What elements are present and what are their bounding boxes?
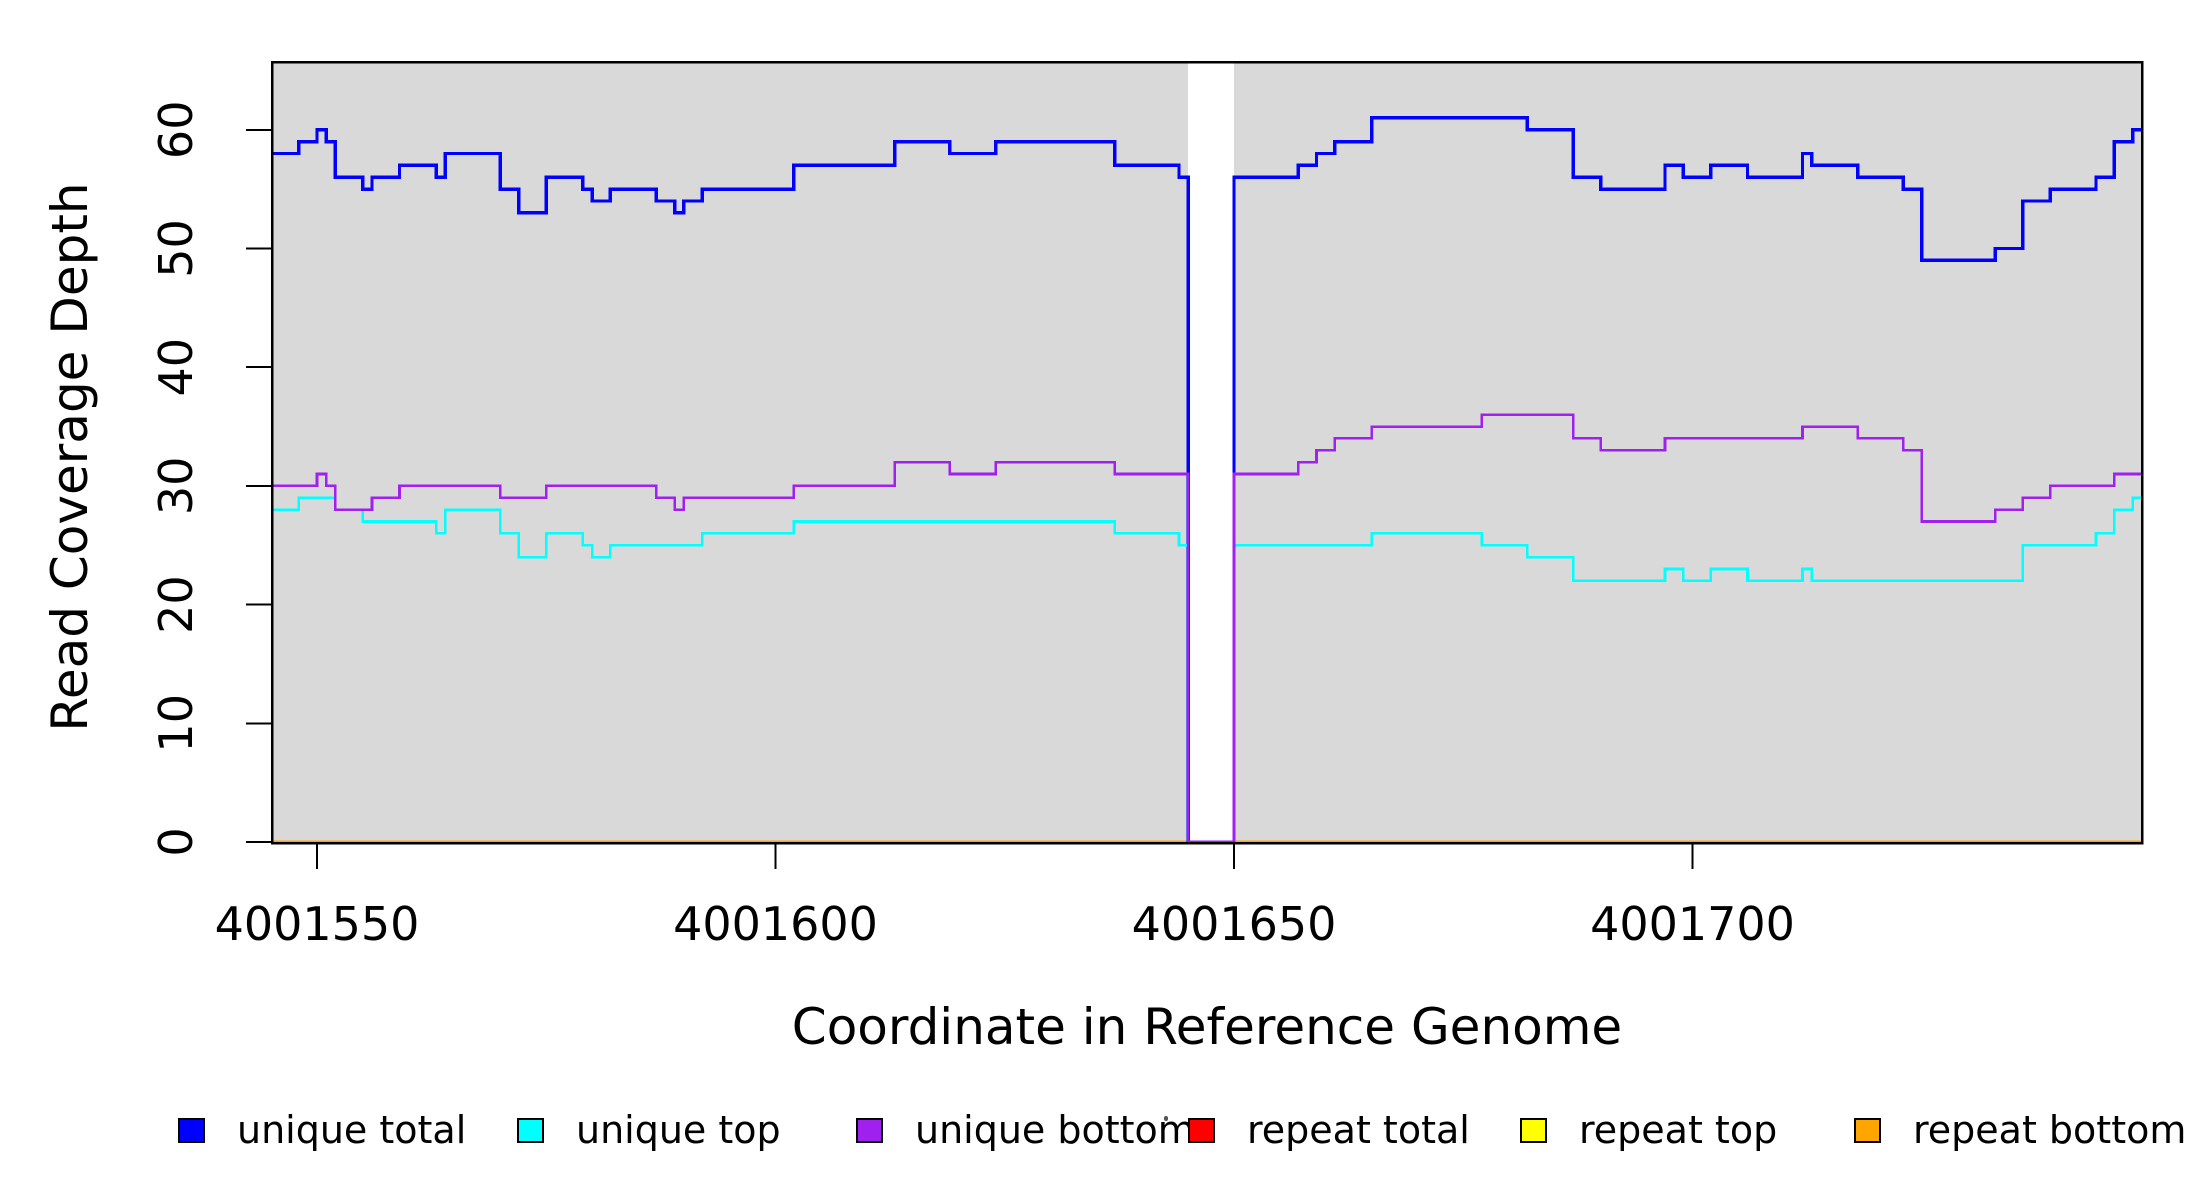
svg-text:20: 20 (149, 575, 203, 634)
legend-item-repeat-bottom: repeat bottom (1854, 1108, 2186, 1152)
svg-text:4001550: 4001550 (215, 897, 420, 951)
svg-text:50: 50 (149, 219, 203, 278)
legend-item-unique-top: unique top (517, 1108, 781, 1152)
legend-swatch-repeat-top-icon (1520, 1117, 1547, 1143)
legend-label-repeat-top: repeat top (1579, 1108, 1778, 1152)
legend-swatch-unique-bottom-icon (856, 1117, 883, 1143)
legend: unique total unique top unique bottom re… (0, 1108, 2200, 1158)
svg-text:0: 0 (149, 827, 203, 856)
svg-text:4001700: 4001700 (1590, 897, 1795, 951)
svg-text:40: 40 (149, 338, 203, 397)
legend-item-repeat-top: repeat top (1520, 1108, 1777, 1152)
legend-swatch-repeat-bottom-icon (1854, 1117, 1881, 1143)
x-axis-title: Coordinate in Reference Genome (791, 998, 1623, 1056)
svg-text:10: 10 (149, 694, 203, 753)
svg-text:4001600: 4001600 (673, 897, 878, 951)
svg-text:60: 60 (149, 101, 203, 160)
legend-label-unique-total: unique total (237, 1108, 467, 1152)
legend-item-repeat-total: repeat total (1188, 1108, 1470, 1152)
svg-text:30: 30 (149, 457, 203, 516)
legend-item-unique-total: unique total (178, 1108, 466, 1152)
legend-label-unique-bottom: unique bottom (915, 1108, 1195, 1152)
legend-swatch-repeat-total-icon (1188, 1117, 1215, 1143)
y-axis-title: Read Coverage Depth (41, 182, 99, 732)
legend-label-repeat-bottom: repeat bottom (1913, 1108, 2187, 1152)
legend-swatch-unique-total-icon (178, 1117, 205, 1143)
svg-text:4001650: 4001650 (1132, 897, 1337, 951)
speck-artifact (1164, 1116, 1168, 1121)
legend-label-repeat-total: repeat total (1247, 1108, 1470, 1152)
legend-label-unique-top: unique top (576, 1108, 781, 1152)
legend-swatch-unique-top-icon (517, 1117, 544, 1143)
legend-item-unique-bottom: unique bottom (856, 1108, 1195, 1152)
